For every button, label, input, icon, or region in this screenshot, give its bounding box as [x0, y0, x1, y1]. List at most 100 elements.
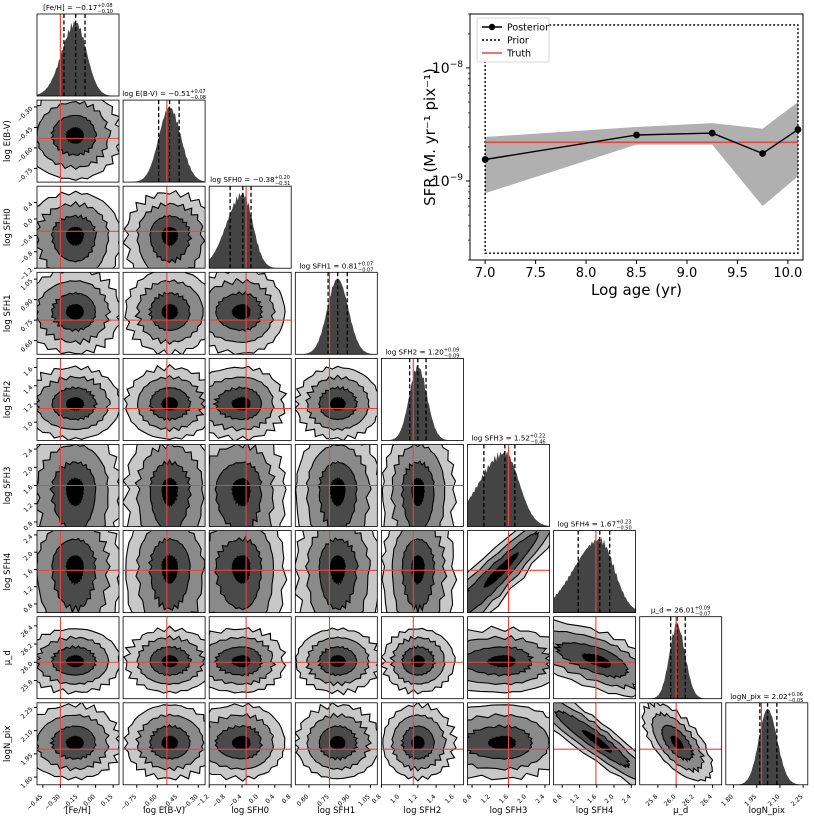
x-axis-label: log SFH4 — [576, 806, 614, 816]
panel-frame — [36, 616, 120, 700]
panel-SFH1-vs-SFH1: log SFH1 = 0.81+0.07 −0.07 — [294, 261, 378, 355]
x-tick-label: 7.0 — [475, 266, 496, 281]
y-tick-label: 1.2 — [23, 585, 35, 597]
y-tick-label: 1.2 — [23, 502, 35, 514]
x-tick-label: 0.60 — [296, 793, 311, 808]
panel-title-err-minus: −0.31 — [275, 181, 290, 187]
x-axis-label: [Fe/H] — [65, 806, 91, 816]
y-tick-label: 0.0 — [23, 217, 35, 229]
y-tick-label: 26.2 — [20, 642, 35, 657]
panel-frame — [208, 271, 292, 355]
contour-level-3 — [65, 735, 84, 750]
y-tick-label: 2.10 — [20, 729, 35, 744]
y-tick-label: 1.95 — [20, 752, 35, 767]
x-tick-label: 0.15 — [100, 793, 115, 808]
x-tick-label: 2.4 — [534, 793, 546, 805]
panel-mu_d-vs-SFH1 — [294, 616, 378, 700]
panel-frame — [122, 616, 206, 700]
panel-SFH1-vs-SFH0 — [208, 271, 292, 355]
x-tick-label: 8.0 — [576, 266, 597, 281]
panel-frame — [122, 271, 206, 355]
x-tick-label: 2.4 — [621, 793, 633, 805]
panel-title-err-plus: +0.09 — [695, 606, 710, 612]
x-tick-label: 0.8 — [462, 793, 474, 805]
panel-plot-area — [295, 272, 378, 355]
panel-title-err-plus: +0.22 — [530, 434, 545, 440]
histogram-mu_d — [639, 623, 722, 699]
histogram-SFH2 — [381, 365, 464, 441]
posterior-point — [708, 129, 716, 137]
contour-level-3 — [581, 730, 613, 754]
contour-level-3 — [231, 303, 252, 321]
histogram-E(B-V) — [127, 106, 206, 183]
panel-plot-area — [467, 702, 550, 785]
panel-frame — [553, 530, 636, 613]
contour-level-3 — [411, 654, 426, 668]
x-tick-label: −0.8 — [211, 793, 227, 809]
panel-title-value: log SFH4 = 1.67 — [558, 520, 617, 529]
y-axis-label: logN_pix — [3, 726, 13, 762]
panel-title: log SFH1 = 0.81+0.07 −0.07 — [299, 261, 373, 273]
panel-SFH4-vs-E(B-V) — [122, 530, 206, 613]
y-tick-label: −0.75 — [16, 167, 34, 185]
contour-level-3 — [410, 735, 425, 750]
contour-level-3 — [161, 303, 179, 320]
panel-plot-area — [127, 100, 206, 183]
panel-title-value: log SFH0 = −0.38 — [210, 175, 275, 184]
y-tick-base: 10 — [432, 174, 450, 190]
posterior-point — [633, 131, 640, 139]
panel-mu_d-vs-[Fe/H]: 25.8 26.0 26.2 26.4 μ_d — [3, 616, 120, 700]
panel-SFH2-vs-E(B-V) — [122, 357, 206, 441]
contour-level-3 — [161, 735, 179, 750]
panel-plot-area — [37, 444, 119, 527]
panel-frame — [380, 616, 464, 700]
panel-SFH2-vs-SFH2: log SFH2 = 1.20+0.09 −0.09 — [380, 347, 464, 441]
histogram-SFH4 — [553, 537, 636, 613]
panel-plot-area — [123, 444, 206, 527]
x-tick-label: 0.4 — [264, 793, 276, 805]
y-axis-label: log SFH2 — [3, 381, 13, 419]
panel-plot-area — [209, 358, 292, 441]
panel-plot-area — [725, 702, 808, 785]
panel-mu_d-vs-SFH3 — [467, 616, 550, 700]
y-tick-label: 10−9 — [432, 173, 463, 190]
x-tick-label: −0.75 — [120, 793, 138, 811]
posterior-point — [794, 126, 802, 133]
panel-SFH4-vs-SFH1 — [294, 530, 378, 613]
panel-SFH3-vs-SFH2 — [380, 444, 464, 527]
panel-plot-area — [381, 530, 464, 613]
panel-plot-area — [37, 272, 119, 355]
y-axis-label: log SFH1 — [3, 294, 13, 332]
panel-title: log SFH2 = 1.20+0.09 −0.09 — [385, 347, 459, 359]
legend-box — [476, 17, 550, 63]
panel-plot-area — [381, 616, 464, 699]
panel-frame — [294, 357, 378, 441]
panel-Npix-vs-SFH3: 0.8 1.2 1.6 2.0 2.4 log SFH3 — [462, 702, 550, 816]
panel-E(B-V)-vs-E(B-V): log E(B-V) = −0.51+0.07 −0.08 — [122, 89, 206, 183]
histogram-SFH0 — [209, 192, 282, 269]
y-tick-label: −0.60 — [16, 146, 34, 164]
panel-mu_d-vs-SFH0 — [208, 616, 292, 700]
contour-level-3 — [487, 735, 517, 750]
x-tick-label: 2.0 — [604, 793, 616, 805]
panel-plot-area — [209, 272, 292, 355]
panel-plot-area — [209, 444, 292, 527]
panel-title-err-minus: −0.07 — [358, 267, 373, 273]
x-tick-label: 1.6 — [586, 793, 598, 805]
y-tick-label: 1.6 — [23, 366, 35, 378]
panel-SFH4-vs-SFH3 — [467, 530, 550, 613]
panel-SFH4-vs-SFH0 — [208, 530, 292, 613]
x-axis-label: log E(B-V) — [143, 806, 185, 816]
panel-plot-area — [209, 616, 292, 699]
panel-plot-area — [123, 616, 206, 699]
x-tick-label: 1.80 — [720, 793, 735, 808]
panel-title: logN_pix = 2.02+0.06 −0.05 — [730, 692, 803, 704]
y-tick-label: 0.8 — [23, 602, 35, 614]
panel-plot-area — [37, 530, 119, 613]
panel-title-err-minus: −0.09 — [444, 353, 459, 359]
posterior-point — [481, 156, 489, 163]
panel-title-err-minus: −0.50 — [616, 526, 631, 532]
